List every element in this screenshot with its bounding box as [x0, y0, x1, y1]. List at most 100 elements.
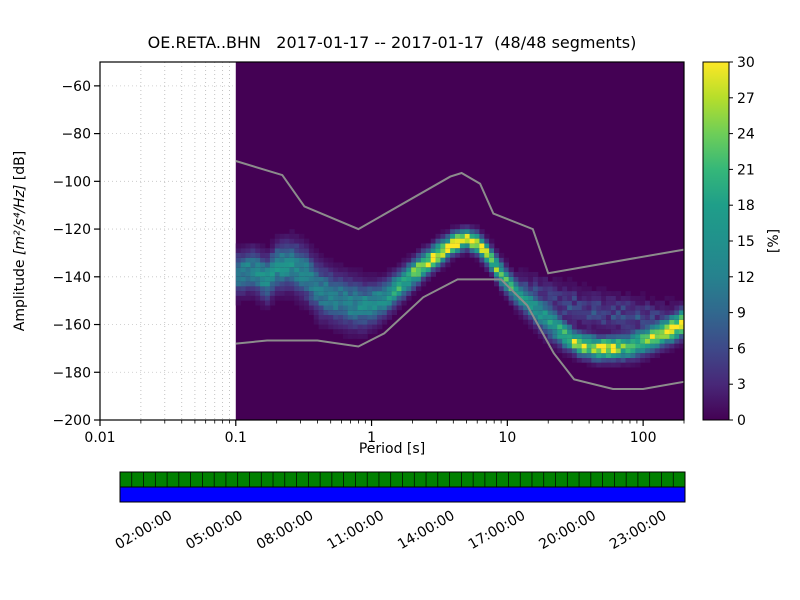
- psd-cell: [352, 276, 358, 282]
- psd-cell: [635, 357, 641, 363]
- psd-cell: [640, 338, 646, 344]
- psd-cell: [596, 286, 602, 292]
- psd-cell: [274, 272, 281, 277]
- psd-cell: [571, 315, 578, 320]
- psd-cell: [347, 315, 354, 320]
- psd-cell: [401, 272, 407, 277]
- psd-cell: [601, 319, 607, 325]
- psd-cell: [352, 300, 358, 306]
- psd-cell: [260, 300, 266, 306]
- psd-cell: [240, 272, 246, 277]
- psd-cell: [357, 276, 363, 282]
- colorbar-tick-label: 24: [737, 127, 755, 143]
- psd-cell: [265, 305, 271, 311]
- psd-cell: [289, 257, 295, 263]
- psd-cell: [284, 267, 290, 273]
- psd-cell: [620, 319, 626, 325]
- psd-cell: [542, 319, 548, 325]
- psd-cell: [338, 291, 344, 296]
- psd-cell: [401, 300, 407, 306]
- psd-cell: [333, 310, 339, 315]
- psd-cell: [304, 295, 310, 301]
- psd-cell: [381, 276, 388, 282]
- psd-cell: [420, 276, 427, 282]
- psd-cell: [581, 291, 587, 296]
- psd-cell: [645, 353, 651, 358]
- psd-cell: [269, 272, 276, 277]
- psd-cell: [357, 267, 363, 273]
- psd-cell: [328, 267, 334, 273]
- psd-cell: [313, 276, 319, 282]
- psd-cell: [586, 348, 592, 354]
- psd-cell: [606, 300, 612, 306]
- psd-cell: [601, 300, 607, 306]
- psd-cell: [372, 276, 378, 282]
- psd-cell: [596, 343, 602, 349]
- psd-cell: [547, 300, 553, 306]
- plot-frame: [99, 61, 685, 421]
- psd-cell: [240, 295, 246, 301]
- psd-cell: [474, 243, 480, 249]
- psd-cell: [299, 291, 305, 296]
- psd-cell: [649, 338, 656, 344]
- psd-cell: [313, 272, 319, 277]
- psd-cell: [308, 286, 315, 292]
- psd-cell: [265, 295, 271, 301]
- psd-cell: [503, 267, 509, 273]
- psd-cell: [503, 286, 509, 292]
- psd-cell: [640, 310, 646, 315]
- psd-cell: [533, 276, 539, 282]
- psd-cell: [357, 291, 363, 296]
- psd-cell: [464, 238, 471, 244]
- psd-cell: [367, 272, 373, 277]
- colorbar-label: [%]: [766, 229, 782, 253]
- psd-cell: [265, 262, 271, 268]
- psd-cell: [649, 343, 656, 349]
- psd-cell: [552, 310, 558, 315]
- psd-cell: [425, 252, 432, 258]
- psd-cell: [328, 315, 334, 320]
- psd-cell: [289, 295, 295, 301]
- psd-cell: [343, 310, 349, 315]
- psd-cell: [562, 329, 568, 335]
- psd-cell: [610, 291, 617, 296]
- psd-cell: [567, 353, 573, 358]
- psd-cell: [362, 305, 368, 311]
- psd-cell: [562, 348, 568, 354]
- psd-cell: [620, 324, 626, 330]
- psd-cell: [411, 286, 417, 292]
- psd-cell: [279, 281, 285, 287]
- psd-cell: [308, 305, 315, 311]
- psd-cell: [391, 295, 397, 301]
- psd-cell: [440, 267, 446, 273]
- psd-cell: [474, 257, 480, 263]
- psd-cell: [679, 315, 685, 320]
- psd-cell: [518, 315, 524, 320]
- psd-cell: [313, 291, 319, 296]
- psd-cell: [562, 305, 568, 311]
- psd-cell: [386, 295, 393, 301]
- psd-cell: [235, 267, 242, 273]
- psd-cell: [533, 295, 539, 301]
- psd-cell: [294, 267, 300, 273]
- psd-cell: [440, 257, 446, 263]
- psd-cell: [391, 267, 397, 273]
- psd-cell: [318, 281, 324, 287]
- psd-cell: [576, 353, 583, 358]
- psd-cell: [269, 252, 276, 258]
- psd-cell: [576, 324, 583, 330]
- psd-cell: [269, 267, 276, 273]
- psd-cell: [562, 300, 568, 306]
- psd-cell: [235, 257, 242, 263]
- psd-cell: [284, 252, 290, 258]
- psd-cell: [250, 281, 256, 287]
- psd-cell: [615, 291, 622, 296]
- psd-cell: [308, 248, 315, 253]
- psd-cell: [620, 315, 626, 320]
- psd-cell: [240, 286, 246, 292]
- psd-cell: [308, 243, 315, 249]
- psd-cell: [635, 338, 641, 344]
- psd-cell: [664, 319, 670, 325]
- psd-cell: [357, 329, 363, 335]
- psd-cell: [547, 295, 553, 301]
